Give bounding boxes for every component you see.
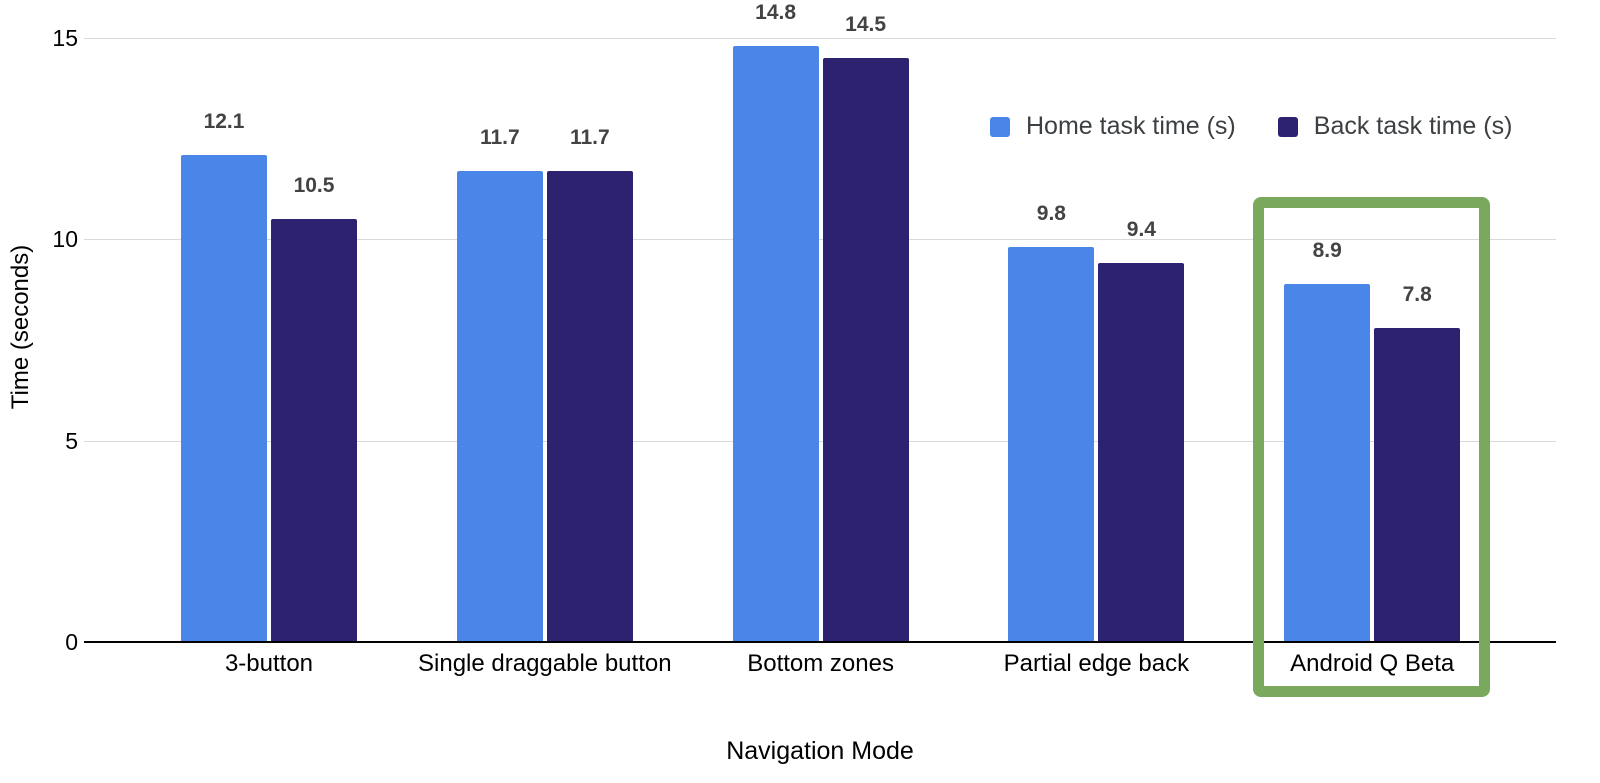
legend: Home task time (s) Back task time (s) bbox=[990, 112, 1512, 141]
legend-swatch-back-icon bbox=[1277, 116, 1298, 137]
value-label-home-task-time-s-android-q-beta: 8.9 bbox=[1312, 239, 1342, 262]
bar-back-task-time-s-android-q-beta[interactable] bbox=[1374, 328, 1461, 642]
x-axis-baseline bbox=[84, 641, 1556, 643]
category-label-android-q-beta: Android Q Beta bbox=[1290, 650, 1455, 677]
value-label-back-task-time-s-partial-edge-back: 9.4 bbox=[1126, 218, 1156, 241]
bar-home-task-time-s-bottom-zones[interactable] bbox=[732, 46, 819, 642]
value-label-back-task-time-s-3-button: 10.5 bbox=[293, 174, 335, 197]
bar-home-task-time-s-3-button[interactable] bbox=[181, 155, 267, 642]
y-axis-title: Time (seconds) bbox=[7, 244, 34, 410]
legend-swatch-home-icon bbox=[990, 116, 1010, 137]
legend-item-back-task-time[interactable]: Back task time (s) bbox=[1277, 112, 1513, 141]
bar-back-task-time-s-3-button[interactable] bbox=[271, 219, 357, 642]
gridline-5 bbox=[84, 440, 1556, 442]
value-label-home-task-time-s-partial-edge-back: 9.8 bbox=[1036, 202, 1066, 225]
bar-back-task-time-s-partial-edge-back[interactable] bbox=[1098, 263, 1185, 642]
legend-label-back: Back task time (s) bbox=[1313, 112, 1513, 140]
category-label-3-button: 3-button bbox=[224, 650, 314, 677]
bar-home-task-time-s-single-draggable-button[interactable] bbox=[456, 171, 543, 642]
category-label-partial-edge-back: Partial edge back bbox=[1003, 650, 1190, 677]
legend-label-home: Home task time (s) bbox=[1026, 112, 1236, 140]
value-label-home-task-time-s-3-button: 12.1 bbox=[203, 110, 245, 133]
value-label-back-task-time-s-android-q-beta: 7.8 bbox=[1402, 283, 1432, 306]
bar-home-task-time-s-partial-edge-back[interactable] bbox=[1008, 247, 1095, 642]
gridline-10 bbox=[84, 239, 1556, 241]
gridline-15 bbox=[84, 37, 1556, 39]
value-label-home-task-time-s-single-draggable-button: 11.7 bbox=[479, 126, 520, 149]
x-axis-title: Navigation Mode bbox=[726, 737, 914, 765]
bar-home-task-time-s-android-q-beta[interactable] bbox=[1284, 284, 1371, 642]
y-tick-label-5: 5 bbox=[65, 427, 78, 454]
y-tick-label-0: 0 bbox=[65, 629, 78, 655]
category-label-bottom-zones: Bottom zones bbox=[747, 650, 894, 677]
y-tick-label-10: 10 bbox=[52, 226, 78, 253]
y-tick-label-15: 15 bbox=[52, 24, 78, 51]
value-label-back-task-time-s-single-draggable-button: 11.7 bbox=[569, 126, 610, 149]
legend-item-home-task-time[interactable]: Home task time (s) bbox=[990, 112, 1236, 141]
bar-back-task-time-s-single-draggable-button[interactable] bbox=[546, 171, 633, 642]
value-label-home-task-time-s-bottom-zones: 14.8 bbox=[755, 1, 797, 24]
category-label-single-draggable-button: Single draggable button bbox=[418, 650, 672, 677]
value-label-back-task-time-s-bottom-zones: 14.5 bbox=[845, 13, 887, 36]
bar-back-task-time-s-bottom-zones[interactable] bbox=[822, 58, 909, 642]
